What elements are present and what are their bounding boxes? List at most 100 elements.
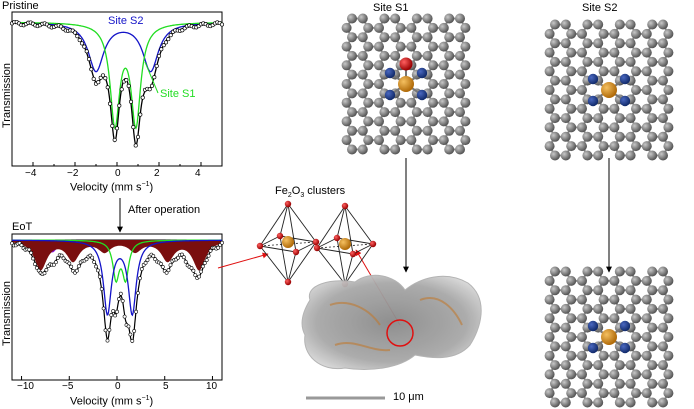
data-point: [163, 40, 169, 45]
carbon-atom: [347, 88, 357, 99]
carbon-atom: [658, 94, 668, 105]
data-point: [86, 57, 92, 62]
data-point: [151, 254, 156, 258]
carbon-atom: [582, 360, 593, 371]
carbon-atom: [593, 360, 604, 371]
carbon-atom: [641, 85, 652, 95]
carbon-atom: [455, 69, 465, 80]
carbon-atom: [614, 38, 625, 49]
carbon-atom: [550, 38, 560, 49]
oxygen-atom: [313, 244, 321, 252]
carbon-atom: [641, 28, 652, 39]
data-point: [33, 262, 37, 267]
top-plot-curves: [9, 19, 225, 148]
carbon-atom: [577, 103, 587, 114]
data-point: [136, 291, 140, 295]
data-point: [131, 125, 136, 130]
data-point: [89, 67, 94, 72]
carbon-atom: [647, 75, 658, 86]
carbon-atom: [357, 107, 368, 118]
carbon-atom: [614, 360, 625, 371]
carbon-atom: [625, 131, 636, 142]
carbon-atom: [566, 47, 577, 58]
carbon-atom: [582, 285, 593, 296]
carbon-atom: [647, 38, 658, 49]
carbon-atom: [577, 369, 587, 380]
carbon-atom: [560, 56, 571, 67]
carbon-atom: [663, 103, 674, 114]
carbon-atom: [395, 22, 406, 33]
carbon-atom: [347, 125, 357, 136]
carbon-atom: [550, 378, 560, 389]
data-point: [113, 313, 118, 318]
carbon-atom: [663, 28, 674, 39]
carbon-atom: [658, 360, 668, 371]
carbon-atom: [438, 116, 449, 127]
top-tick-label: −2: [67, 168, 79, 179]
oxygen-atom: [333, 234, 341, 242]
data-point: [29, 250, 34, 255]
cluster-label-pre: Fe: [275, 185, 288, 197]
carbon-atom: [560, 19, 571, 30]
carbon-atom: [374, 41, 384, 52]
carbon-atom: [582, 303, 593, 314]
data-point: [120, 298, 125, 303]
iron-atom: [601, 329, 617, 345]
top-xlabel-end: ): [149, 181, 154, 194]
data-point: [204, 258, 209, 263]
octahedron-edge: [287, 251, 297, 283]
carbon-atom: [631, 141, 641, 152]
carbon-atom: [566, 332, 577, 342]
data-point: [200, 264, 205, 269]
carbon-atom: [390, 125, 401, 136]
data-point: [197, 274, 202, 279]
carbon-atom: [374, 97, 384, 108]
carbon-atom: [631, 275, 641, 286]
carbon-atom: [658, 150, 668, 161]
data-point: [107, 327, 112, 332]
carbon-atom: [438, 60, 449, 71]
carbon-atom: [658, 56, 668, 67]
bottom-xlabel-sup: −1: [141, 395, 150, 402]
top-xlabel-main: Velocity (mm s: [70, 181, 142, 194]
octahedron-edge: [316, 247, 354, 255]
oxide-sextet-area: [12, 240, 222, 271]
carbon-atom: [438, 79, 449, 89]
carbon-atom: [379, 13, 390, 24]
carbon-atom: [658, 113, 668, 124]
carbon-atom: [460, 41, 471, 52]
carbon-atom: [560, 378, 571, 389]
carbon-atom: [593, 19, 604, 30]
carbon-atom: [341, 97, 352, 108]
carbon-atom: [560, 131, 571, 142]
carbon-atom: [647, 19, 658, 30]
data-point: [107, 101, 113, 106]
data-point: [54, 260, 58, 265]
carbon-atom: [550, 322, 560, 333]
data-point: [84, 49, 89, 54]
carbon-atom: [614, 56, 625, 67]
data-point: [220, 240, 224, 245]
carbon-atom: [593, 150, 604, 161]
nitrogen-atom: [384, 89, 396, 101]
carbon-atom: [422, 144, 433, 155]
carbon-atom: [614, 303, 625, 314]
carbon-atom: [550, 94, 560, 105]
carbon-atom: [598, 388, 609, 399]
carbon-atom: [598, 141, 609, 152]
carbon-atom: [582, 19, 593, 30]
carbon-atom: [379, 125, 390, 136]
data-point: [124, 78, 129, 83]
carbon-atom: [395, 41, 406, 52]
carbon-atom: [641, 122, 652, 133]
carbon-atom: [560, 75, 571, 86]
bottom-xlabel-end: ): [149, 395, 154, 408]
data-point: [101, 306, 106, 311]
carbon-atom: [582, 266, 593, 277]
data-point: [58, 24, 64, 29]
carbon-atom: [374, 135, 384, 146]
carbon-atom: [341, 41, 352, 52]
carbon-atom: [560, 360, 571, 371]
carbon-atom: [550, 19, 560, 30]
